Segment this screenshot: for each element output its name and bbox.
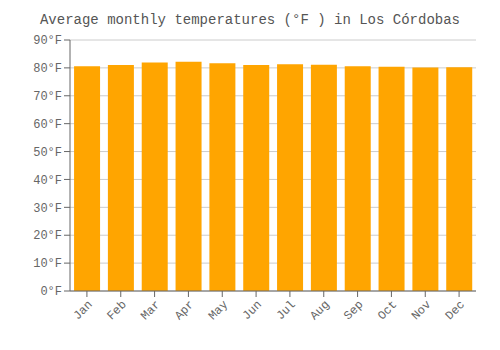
svg-text:Feb: Feb bbox=[104, 298, 129, 323]
svg-text:Sep: Sep bbox=[341, 298, 366, 323]
svg-text:0°F: 0°F bbox=[40, 285, 62, 299]
svg-text:Mar: Mar bbox=[138, 298, 163, 323]
svg-text:May: May bbox=[206, 298, 231, 323]
svg-text:10°F: 10°F bbox=[33, 257, 62, 271]
svg-text:Nov: Nov bbox=[409, 298, 434, 323]
svg-text:Jun: Jun bbox=[240, 298, 265, 323]
svg-text:Jul: Jul bbox=[274, 298, 299, 323]
svg-text:Dec: Dec bbox=[443, 298, 468, 323]
svg-text:Apr: Apr bbox=[172, 298, 197, 323]
svg-text:Jan: Jan bbox=[71, 298, 96, 323]
svg-text:30°F: 30°F bbox=[33, 202, 62, 216]
svg-text:70°F: 70°F bbox=[33, 90, 62, 104]
svg-text:20°F: 20°F bbox=[33, 229, 62, 243]
html-text:Average monthly temperatures (: Average monthly temperatures (°F ) in Lo… bbox=[40, 12, 460, 28]
svg-text:50°F: 50°F bbox=[33, 146, 62, 160]
svg-text:40°F: 40°F bbox=[33, 174, 62, 188]
svg-text:90°F: 90°F bbox=[33, 34, 62, 48]
svg-text:80°F: 80°F bbox=[33, 62, 62, 76]
svg-text:Aug: Aug bbox=[307, 298, 332, 323]
svg-text:Oct: Oct bbox=[375, 298, 400, 323]
svg-text:60°F: 60°F bbox=[33, 118, 62, 132]
